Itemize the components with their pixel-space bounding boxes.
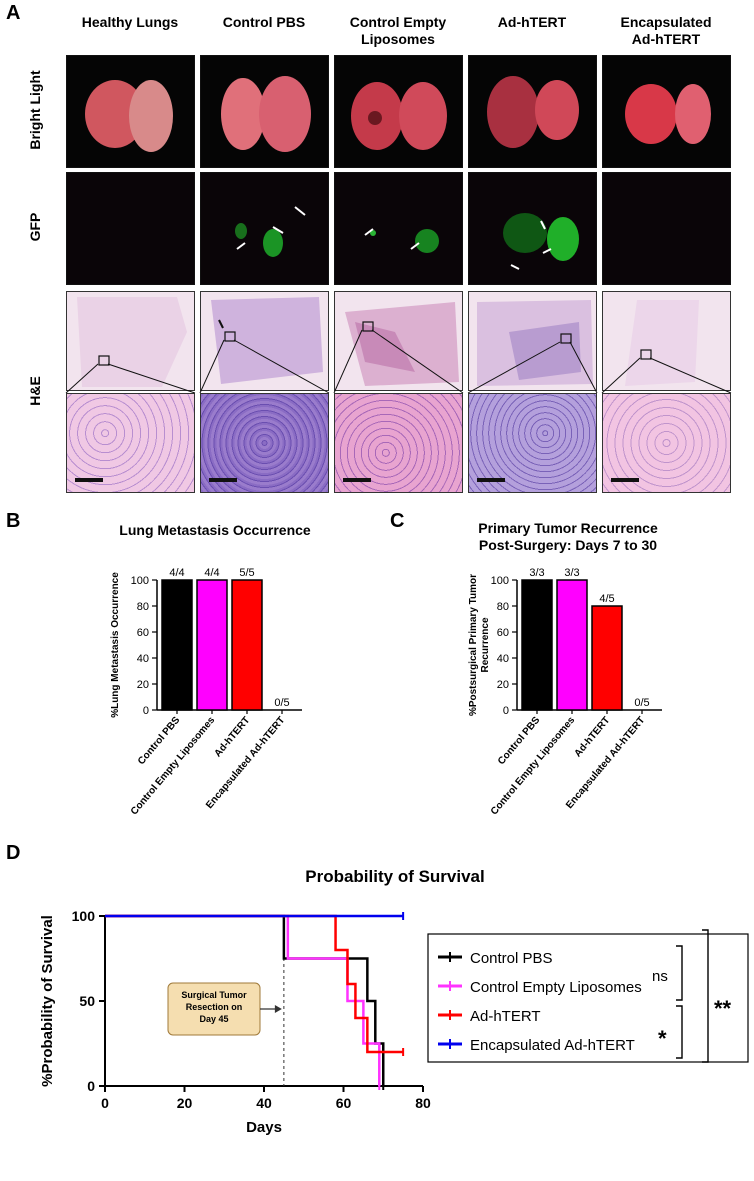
he-lowmag-pbs-image bbox=[200, 291, 329, 391]
he-lowmag-adhtert-image bbox=[468, 291, 597, 391]
y-tick-label: 100 bbox=[72, 908, 96, 924]
y-tick-label: 60 bbox=[137, 627, 149, 639]
he-zoom-liposomes-image bbox=[334, 393, 463, 493]
he-zoom-adhtert-image bbox=[468, 393, 597, 493]
survival-curve bbox=[105, 914, 385, 1086]
y-tick-label: 0 bbox=[503, 705, 509, 717]
bracket-ns bbox=[676, 945, 683, 1001]
x-tick-label: 20 bbox=[177, 1095, 193, 1111]
bar bbox=[556, 579, 588, 711]
y-tick-label: 50 bbox=[79, 993, 95, 1009]
scale-bar bbox=[477, 478, 505, 482]
chart-title: Probability of Survival bbox=[305, 867, 485, 886]
bright-light-liposomes-image bbox=[334, 55, 463, 168]
bright-light-pbs-image bbox=[200, 55, 329, 168]
bar-value-label: 4/4 bbox=[169, 567, 184, 579]
bar-value-label: 5/5 bbox=[239, 567, 254, 579]
gfp-encapsulated-image bbox=[602, 172, 731, 285]
scale-bar bbox=[611, 478, 639, 482]
y-tick-label: 20 bbox=[137, 679, 149, 691]
bar-value-label: 3/3 bbox=[529, 567, 544, 579]
bar bbox=[231, 579, 263, 711]
legend-label: Ad-hTERT bbox=[470, 1008, 541, 1025]
gfp-pbs-image bbox=[200, 172, 329, 285]
lung-metastasis-chart: Lung Metastasis Occurrence 0 20 40 60 80 100 %L… bbox=[110, 522, 311, 817]
bar-value-label: 0/5 bbox=[274, 697, 289, 709]
legend-label: Control PBS bbox=[470, 950, 553, 967]
y-tick-label: 40 bbox=[137, 653, 149, 665]
panel-c-letter: C bbox=[390, 510, 405, 532]
bar bbox=[161, 579, 193, 711]
bar-value-label: 4/5 bbox=[599, 593, 614, 605]
bright-light-adhtert-image bbox=[468, 55, 597, 168]
x-tick-label: 80 bbox=[415, 1095, 431, 1111]
he-zoom-pbs-image bbox=[200, 393, 329, 493]
panel-b-letter: B bbox=[6, 510, 21, 532]
he-zoom-healthy-image bbox=[66, 393, 195, 493]
column-header: Control Empty Liposomes bbox=[349, 14, 447, 47]
legend-box bbox=[427, 933, 749, 1063]
bar bbox=[196, 579, 228, 711]
column-header: Healthy Lungs bbox=[81, 14, 179, 30]
significance-ns: ns bbox=[652, 968, 668, 985]
gfp-adhtert-image bbox=[468, 172, 597, 285]
bar-value-label: 4/4 bbox=[204, 567, 219, 579]
bar bbox=[591, 605, 623, 711]
x-tick-label: 40 bbox=[256, 1095, 272, 1111]
column-header: Ad-hTERT bbox=[497, 14, 567, 30]
bracket-single-star bbox=[676, 1005, 683, 1059]
column-header: Encapsulated Ad-hTERT bbox=[620, 14, 712, 47]
panel-d-letter: D bbox=[6, 842, 21, 864]
column-header: Control PBS bbox=[222, 14, 306, 30]
he-zoom-encapsulated-image bbox=[602, 393, 731, 493]
bracket-double-star bbox=[702, 929, 709, 1063]
gfp-liposomes-image bbox=[334, 172, 463, 285]
he-lowmag-encapsulated-image bbox=[602, 291, 731, 391]
y-tick-label: 80 bbox=[137, 601, 149, 613]
tumor-recurrence-chart: Primary Tumor Recurrence Post-Surgery: Da… bbox=[468, 520, 662, 817]
zoom-connectors bbox=[65, 329, 732, 394]
y-axis-label: %Lung Metastasis Occurrence bbox=[110, 572, 121, 718]
survival-chart: Probability of Survival 0 50 100 0 20 40 60 80 Da… bbox=[39, 867, 749, 1136]
chart-title: Primary Tumor Recurrence Post-Surgery: Da… bbox=[478, 520, 658, 553]
y-tick-label: 40 bbox=[497, 653, 509, 665]
x-tick-label: 60 bbox=[336, 1095, 352, 1111]
panel-a-letter: A bbox=[6, 2, 21, 24]
legend-label: Encapsulated Ad-hTERT bbox=[470, 1037, 635, 1054]
bar-value-label: 0/5 bbox=[634, 697, 649, 709]
scale-bar bbox=[209, 478, 237, 482]
bar-value-label: 3/3 bbox=[564, 567, 579, 579]
gfp-healthy-image bbox=[66, 172, 195, 285]
y-tick-label: 20 bbox=[497, 679, 509, 691]
annotation-text: Surgical Tumor Resection on Day 45 bbox=[181, 990, 247, 1024]
bright-light-healthy-image bbox=[66, 55, 195, 168]
x-axis-label: Days bbox=[246, 1119, 282, 1136]
significance-single-star: * bbox=[658, 1026, 667, 1051]
y-tick-label: 100 bbox=[491, 575, 509, 587]
scale-bar bbox=[75, 478, 103, 482]
significance-double-star: ** bbox=[714, 996, 732, 1021]
survival-curve bbox=[105, 914, 404, 1054]
y-tick-label: 80 bbox=[497, 601, 509, 613]
y-axis-label: %Postsurgical Primary TumorRecurrence bbox=[468, 574, 491, 716]
annotation-arrowhead bbox=[274, 1005, 282, 1013]
he-lowmag-liposomes-image bbox=[334, 291, 463, 391]
bright-light-encapsulated-image bbox=[602, 55, 731, 168]
he-lowmag-healthy-image bbox=[66, 291, 195, 391]
y-tick-label: 100 bbox=[131, 575, 149, 587]
y-tick-label: 0 bbox=[143, 705, 149, 717]
x-tick-label: 0 bbox=[101, 1095, 109, 1111]
y-tick-label: 60 bbox=[497, 627, 509, 639]
y-axis-label: %Probability of Survival bbox=[39, 915, 56, 1087]
legend-label: Control Empty Liposomes bbox=[470, 979, 642, 996]
y-tick-label: 0 bbox=[87, 1078, 95, 1094]
chart-title: Lung Metastasis Occurrence bbox=[119, 522, 311, 538]
bar bbox=[521, 579, 553, 711]
scale-bar bbox=[343, 478, 371, 482]
